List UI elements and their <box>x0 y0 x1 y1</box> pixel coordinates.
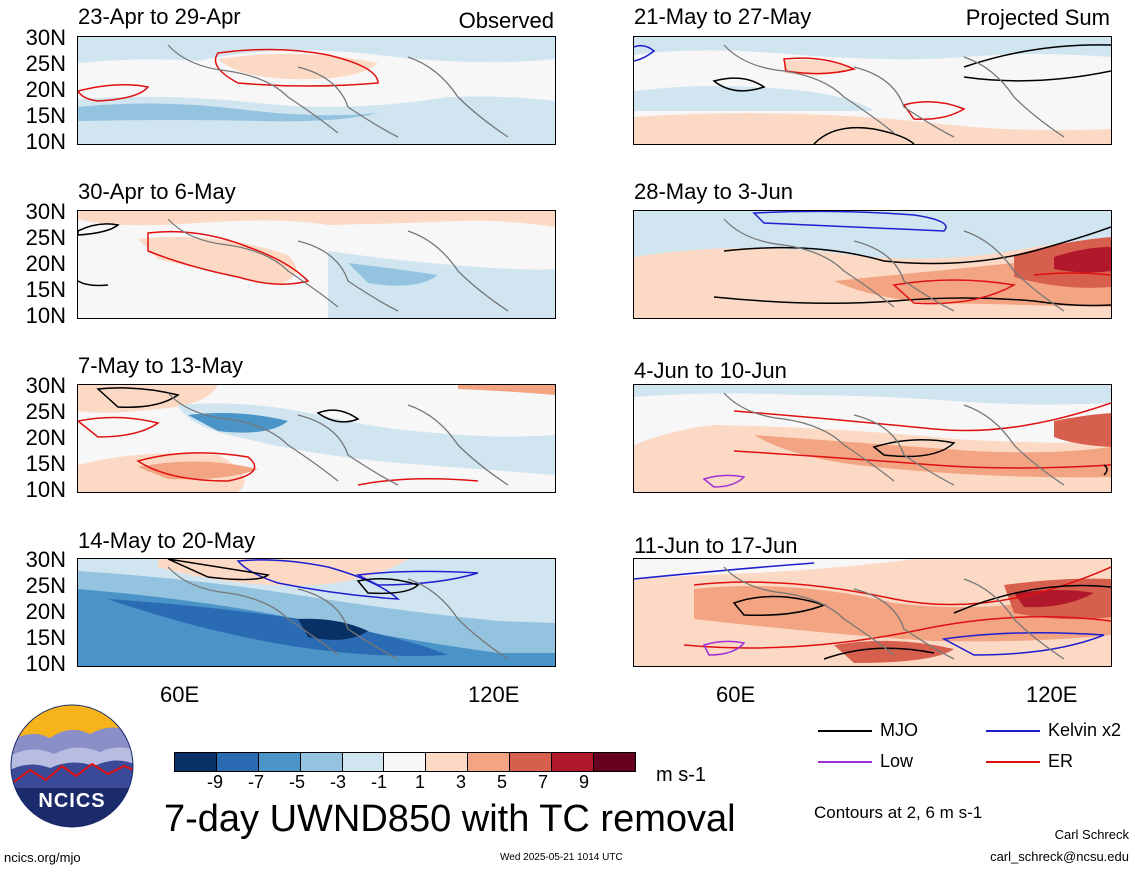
legend-line <box>986 729 1040 732</box>
colorbar-label: 7 <box>537 772 548 792</box>
lat-15n: 15N <box>25 277 66 302</box>
colorbar-swatch <box>593 753 635 771</box>
panel-title-5: 21-May to 27-May <box>634 4 812 29</box>
panel-title-6: 28-May to 3-Jun <box>634 179 793 204</box>
footer-email: carl_schreck@ncsu.edu <box>990 849 1129 864</box>
lon-120e: 120E <box>1026 682 1078 707</box>
lon-120e: 120E <box>468 682 520 707</box>
lat-20n: 20N <box>25 425 66 450</box>
legend-label: MJO <box>880 720 918 740</box>
colorbar-swatch <box>300 753 343 771</box>
lat-25n: 25N <box>25 573 66 598</box>
colorbar-label: 3 <box>455 772 466 792</box>
colorbar-label: -5 <box>288 772 305 792</box>
colorbar-label: -9 <box>206 772 223 792</box>
colorbar-label: -3 <box>329 772 346 792</box>
lon-60e: 60E <box>160 682 200 707</box>
colorbar-swatch <box>258 753 301 771</box>
map-panel-1 <box>77 36 556 145</box>
lat-10n: 10N <box>25 303 66 328</box>
legend-label: Kelvin x2 <box>1048 720 1122 740</box>
contour-note: Contours at 2, 6 m s-1 <box>814 803 983 822</box>
map-panel-8 <box>633 558 1112 667</box>
colorbar-label: 9 <box>578 772 589 792</box>
lat-15n: 15N <box>25 625 66 650</box>
legend-line <box>818 760 872 763</box>
colorbar-label: -1 <box>370 772 387 792</box>
lat-30n: 30N <box>25 199 66 224</box>
lat-10n: 10N <box>25 477 66 502</box>
colorbar-swatch <box>510 753 553 771</box>
lon-60e: 60E <box>716 682 756 707</box>
map-panel-2 <box>77 210 556 319</box>
colorbar <box>174 752 636 772</box>
legend-low: Low <box>818 751 913 772</box>
lat-15n: 15N <box>25 451 66 476</box>
panel-title-8: 11-Jun to 17-Jun <box>634 533 798 558</box>
footer-url: ncics.org/mjo <box>4 850 81 865</box>
colorbar-swatch <box>468 753 511 771</box>
map-panel-4 <box>77 558 556 667</box>
panel-title-4: 14-May to 20-May <box>78 528 256 553</box>
lat-10n: 10N <box>25 651 66 676</box>
colorbar-swatch <box>384 753 427 771</box>
legend-kelvin: Kelvin x2 <box>986 720 1121 741</box>
footer-timestamp: Wed 2025-05-21 1014 UTC <box>500 852 623 863</box>
map-panel-7 <box>633 384 1112 493</box>
lat-25n: 25N <box>25 51 66 76</box>
panel-title-1: 23-Apr to 29-Apr <box>78 4 241 29</box>
legend-label: ER <box>1048 751 1074 771</box>
projected-sum-label: Projected Sum <box>965 5 1110 30</box>
lat-30n: 30N <box>25 373 66 398</box>
lat-30n: 30N <box>25 547 66 572</box>
colorbar-label: 1 <box>414 772 425 792</box>
colorbar-units: m s-1 <box>656 764 706 786</box>
panel-title-2: 30-Apr to 6-May <box>78 179 236 204</box>
lat-20n: 20N <box>25 599 66 624</box>
panel-title-7: 4-Jun to 10-Jun <box>634 358 787 383</box>
lat-15n: 15N <box>25 103 66 128</box>
colorbar-swatch <box>426 753 469 771</box>
lat-20n: 20N <box>25 251 66 276</box>
colorbar-swatch <box>175 753 217 771</box>
map-panel-3 <box>77 384 556 493</box>
legend-line <box>986 760 1040 763</box>
main-title: 7-day UWND850 with TC removal <box>164 798 736 840</box>
legend-line <box>818 729 872 732</box>
lat-25n: 25N <box>25 399 66 424</box>
lat-20n: 20N <box>25 77 66 102</box>
map-panel-6 <box>633 210 1112 319</box>
lat-10n: 10N <box>25 129 66 154</box>
panel-title-3: 7-May to 13-May <box>78 353 244 378</box>
ncics-logo: NCICS <box>10 704 134 828</box>
legend-mjo: MJO <box>818 720 918 741</box>
colorbar-label: 5 <box>496 772 507 792</box>
map-panel-5 <box>633 36 1112 145</box>
colorbar-swatch <box>216 753 259 771</box>
legend-er: ER <box>986 751 1073 772</box>
lat-30n: 30N <box>25 25 66 50</box>
colorbar-label: -7 <box>247 772 264 792</box>
colorbar-swatch <box>342 753 385 771</box>
observed-label: Observed <box>458 8 554 33</box>
lat-25n: 25N <box>25 225 66 250</box>
logo-text: NCICS <box>38 790 106 812</box>
footer-author: Carl Schreck <box>1054 827 1129 842</box>
colorbar-swatch <box>552 753 594 771</box>
legend-label: Low <box>880 751 914 771</box>
